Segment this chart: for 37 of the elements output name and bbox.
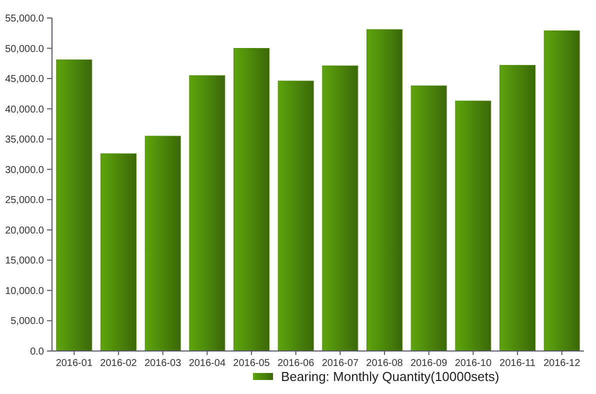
y-tick-label: 45,000.0 bbox=[5, 74, 44, 86]
x-tick-label: 2016-10 bbox=[454, 358, 492, 369]
bar bbox=[189, 75, 226, 352]
bar bbox=[56, 60, 92, 352]
x-tick-label: 2016-07 bbox=[322, 358, 359, 369]
y-tick-label: 10,000.0 bbox=[5, 286, 44, 297]
y-tick-label: 50,000.0 bbox=[5, 44, 44, 55]
y-tick-label: 55,000.0 bbox=[5, 14, 44, 24]
y-tick-label: 25,000.0 bbox=[5, 195, 44, 206]
y-tick-label: 0.0 bbox=[30, 346, 44, 358]
bar bbox=[322, 66, 358, 352]
bar bbox=[410, 86, 447, 352]
x-tick-label: 2016-02 bbox=[100, 358, 138, 369]
bar bbox=[278, 80, 314, 352]
y-tick-label: 20,000.0 bbox=[5, 225, 44, 236]
x-tick-label: 2016-12 bbox=[543, 358, 581, 369]
legend-label: Bearing: Monthly Quantity(10000sets) bbox=[281, 369, 500, 384]
bar bbox=[500, 64, 536, 352]
x-tick-label: 2016-08 bbox=[366, 358, 404, 369]
bar bbox=[455, 100, 492, 352]
bar bbox=[366, 29, 402, 352]
bar bbox=[144, 136, 181, 352]
bar bbox=[100, 153, 136, 352]
x-tick-label: 2016-04 bbox=[188, 358, 226, 369]
y-tick-label: 40,000.0 bbox=[5, 104, 44, 116]
x-tick-label: 2016-06 bbox=[277, 358, 315, 369]
bar bbox=[544, 30, 580, 352]
x-tick-label: 2016-03 bbox=[144, 358, 182, 369]
x-tick-label: 2016-01 bbox=[56, 358, 93, 369]
bar bbox=[234, 48, 270, 352]
x-tick-label: 2016-09 bbox=[410, 358, 448, 369]
x-tick-label: 2016-05 bbox=[233, 358, 270, 369]
y-tick-label: 30,000.0 bbox=[5, 164, 44, 176]
y-tick-label: 35,000.0 bbox=[5, 134, 44, 146]
y-tick-label: 5,000.0 bbox=[10, 316, 44, 328]
y-tick-label: 15,000.0 bbox=[5, 256, 44, 267]
x-tick-label: 2016-11 bbox=[500, 358, 536, 369]
